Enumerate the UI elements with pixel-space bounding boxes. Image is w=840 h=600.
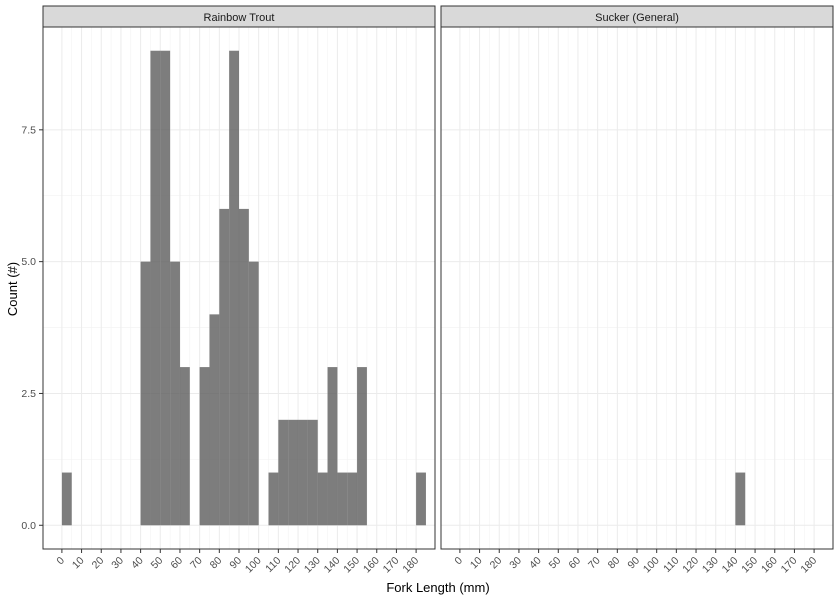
x-tick-label: 160 [759,555,780,576]
x-tick-label: 120 [282,555,303,576]
x-tick-label: 90 [625,555,642,572]
facet-strip [42,5,436,28]
x-tick-label: 30 [507,555,524,572]
y-tick-label: 2.5 [21,388,36,400]
histogram-bar [298,419,308,526]
x-tick-label: 150 [341,555,362,576]
x-tick-label: 180 [400,555,421,576]
x-tick-label: 140 [720,555,741,576]
x-tick-label: 100 [641,555,662,576]
x-tick-label: 130 [700,555,721,576]
histogram-bar [170,261,180,526]
histogram-bar [278,419,289,526]
histogram-bar [337,472,348,526]
histogram-bar [288,419,299,526]
histogram-bar [61,472,72,526]
y-tick-label: 0.0 [21,520,36,532]
x-tick-label: 180 [798,555,819,576]
x-tick-label: 90 [227,555,244,572]
facet-strip-label: Sucker (General) [595,12,679,24]
histogram-bar [307,419,318,526]
histogram-bar [179,367,190,526]
x-tick-label: 170 [779,555,800,576]
x-tick-label: 20 [488,555,505,572]
x-tick-label: 0 [452,555,465,568]
y-axis-title: Count (#) [5,262,20,316]
x-tick-label: 150 [739,555,760,576]
facet-strip-label: Rainbow Trout [204,12,275,24]
y-tick-label: 5.0 [21,256,36,268]
x-tick-label: 130 [302,555,323,576]
x-tick-label: 40 [129,555,146,572]
x-tick-label: 120 [680,555,701,576]
histogram-bar [327,367,338,526]
x-tick-label: 50 [149,555,166,572]
histogram-bar [735,472,746,526]
histogram-bar [239,208,249,526]
x-axis-title: Fork Length (mm) [386,580,489,595]
x-tick-label: 60 [566,555,583,572]
x-tick-label: 170 [381,555,402,576]
histogram-bar [248,261,259,526]
facet-strip [440,5,834,28]
x-tick-label: 80 [208,555,225,572]
histogram-bar [199,367,210,526]
x-tick-label: 10 [70,555,87,572]
x-tick-label: 110 [661,555,681,575]
x-tick-label: 30 [109,555,126,572]
x-tick-label: 0 [54,555,67,568]
x-tick-label: 140 [322,555,343,576]
histogram-bar [160,50,171,526]
x-tick-label: 80 [606,555,623,572]
histogram-bar [357,367,367,526]
histogram-bar [268,472,279,526]
x-tick-label: 100 [243,555,264,576]
histogram-bar [150,50,161,526]
x-tick-label: 160 [361,555,382,576]
x-tick-label: 70 [188,555,205,572]
histogram-bar [140,261,151,526]
x-tick-label: 10 [468,555,485,572]
histogram-bar [347,472,358,526]
x-tick-label: 20 [90,555,107,572]
y-tick-label: 7.5 [21,124,36,136]
histogram-bar [209,314,220,526]
x-tick-label: 70 [586,555,603,572]
x-tick-label: 110 [263,555,283,575]
x-tick-label: 50 [547,555,564,572]
x-tick-label: 40 [527,555,544,572]
histogram-bar [229,50,239,526]
histogram-bar [317,472,328,526]
histogram-bar [219,208,230,526]
x-tick-label: 60 [168,555,185,572]
histogram-bar [416,472,426,526]
